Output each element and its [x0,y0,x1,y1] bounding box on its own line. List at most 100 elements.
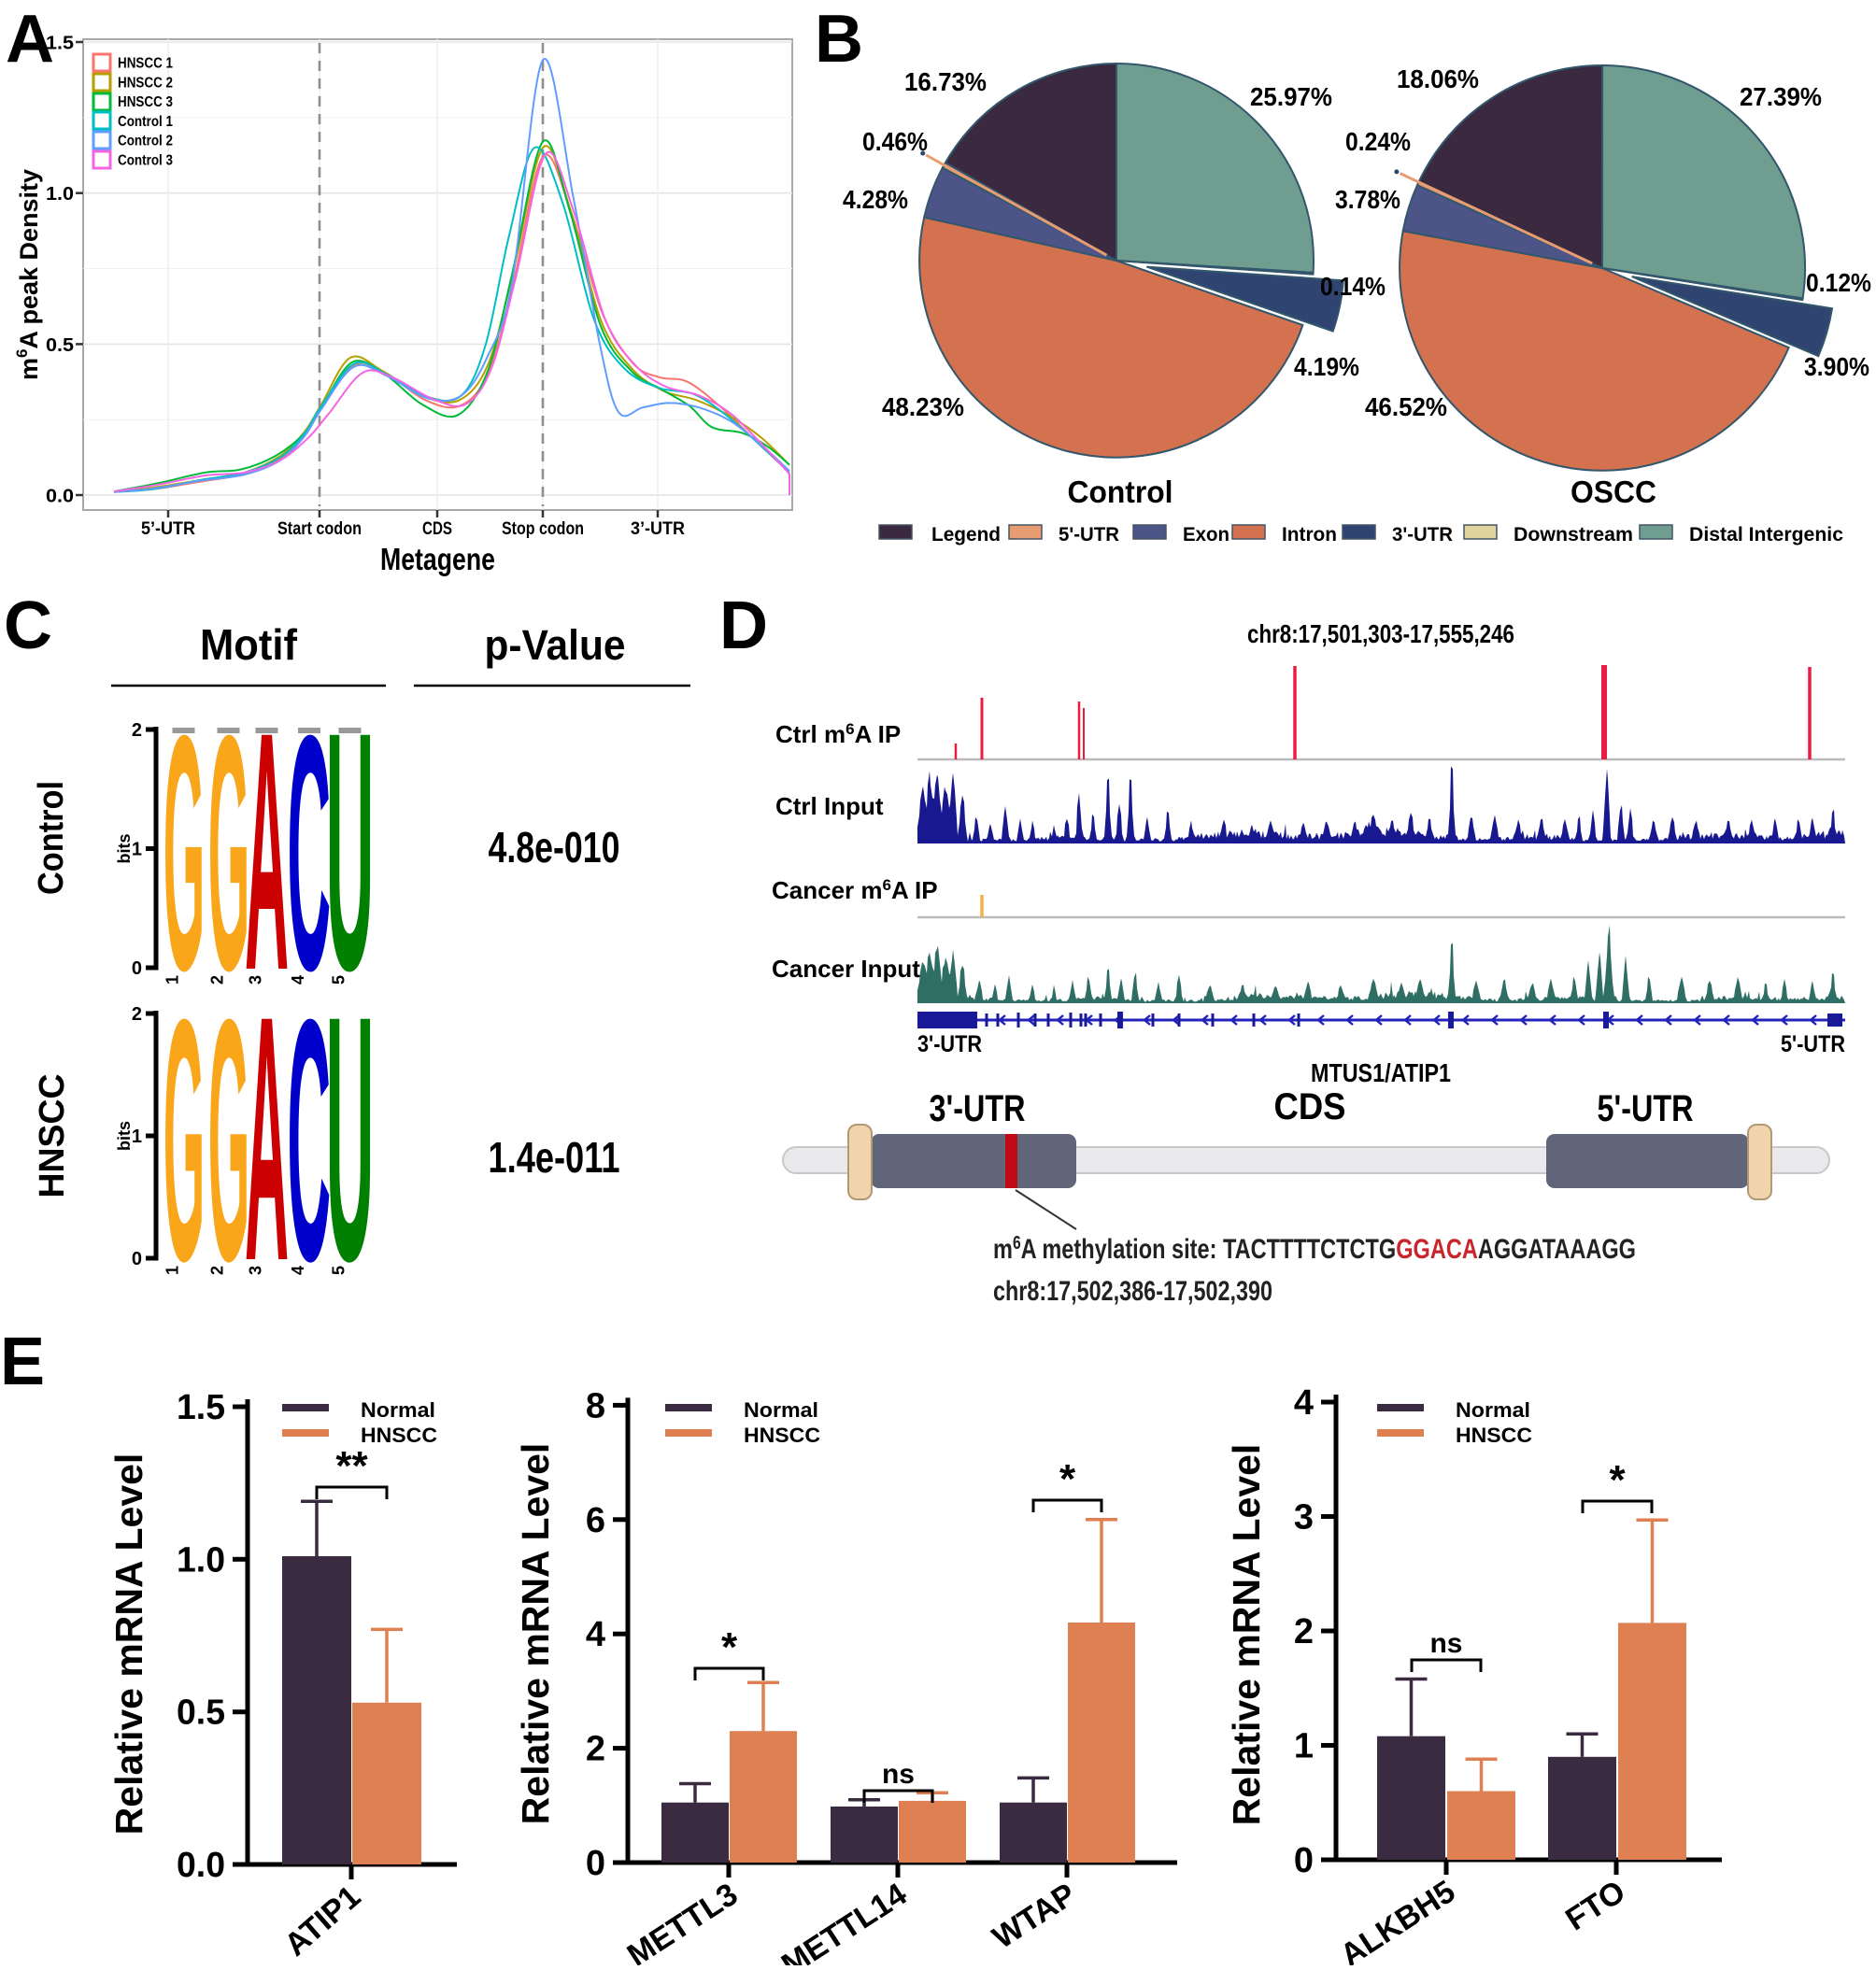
svg-text:chr8:17,502,386-17,502,390: chr8:17,502,386-17,502,390 [993,1276,1272,1307]
svg-text:Legend: Legend [931,524,1001,546]
svg-text:MTUS1/ATIP1: MTUS1/ATIP1 [1311,1058,1451,1087]
svg-text:2: 2 [586,1730,605,1769]
svg-text:5'-UTR: 5'-UTR [1598,1088,1694,1129]
svg-text:METTL14: METTL14 [775,1877,914,1965]
svg-text:1: 1 [132,1127,142,1147]
svg-text:Metagene: Metagene [380,542,495,576]
svg-text:Control 3: Control 3 [118,153,173,169]
svg-text:HNSCC: HNSCC [33,1074,72,1198]
svg-text:0.5: 0.5 [177,1694,225,1733]
svg-text:46.52%: 46.52% [1365,392,1447,421]
svg-text:5’-UTR: 5’-UTR [141,519,195,539]
svg-text:6: 6 [586,1501,605,1540]
svg-text:0.0: 0.0 [46,487,74,507]
svg-text:Ctrl Input: Ctrl Input [775,792,884,820]
svg-text:3.78%: 3.78% [1335,185,1400,214]
svg-text:CDS: CDS [1274,1086,1346,1127]
svg-text:1.0: 1.0 [46,184,74,205]
svg-text:A: A [6,2,54,77]
svg-text:1.4e-011: 1.4e-011 [489,1133,620,1182]
svg-text:chr8:17,501,303-17,555,246: chr8:17,501,303-17,555,246 [1247,619,1514,648]
svg-text:Control 2: Control 2 [118,134,173,149]
svg-text:3: 3 [247,1266,265,1275]
svg-text:18.06%: 18.06% [1397,64,1479,93]
svg-text:*: * [721,1624,738,1670]
svg-text:2: 2 [132,720,142,741]
svg-text:OSCC: OSCC [1570,475,1656,509]
svg-text:ATIP1: ATIP1 [277,1878,367,1963]
svg-text:U: U [326,661,375,1042]
svg-text:**: ** [335,1443,368,1489]
svg-text:5'-UTR: 5'-UTR [1781,1031,1845,1057]
svg-text:1: 1 [163,1266,182,1275]
svg-text:HNSCC: HNSCC [744,1424,820,1447]
svg-text:0.24%: 0.24% [1345,127,1411,156]
svg-text:U: U [326,943,375,1334]
svg-text:Start codon: Start codon [277,519,362,539]
svg-text:Control: Control [32,781,71,895]
svg-text:4: 4 [586,1615,605,1654]
svg-text:Normal: Normal [1456,1398,1530,1422]
svg-text:0: 0 [586,1844,605,1883]
svg-text:Relative mRNA Level: Relative mRNA Level [1225,1444,1268,1826]
svg-text:Exon: Exon [1183,524,1229,546]
svg-text:0.12%: 0.12% [1806,268,1871,297]
svg-text:*: * [1609,1457,1626,1503]
svg-text:HNSCC 1: HNSCC 1 [118,56,173,72]
svg-text:Ctrl m6A IP: Ctrl m6A IP [775,720,901,748]
svg-text:bits: bits [115,833,134,863]
svg-text:A: A [245,661,289,1041]
svg-text:METTL3: METTL3 [621,1877,745,1965]
svg-text:2: 2 [208,1266,227,1275]
svg-text:3: 3 [1294,1498,1314,1538]
svg-text:3'-UTR: 3'-UTR [1392,524,1453,546]
svg-text:Cancer Input: Cancer Input [772,955,920,983]
svg-text:3’-UTR: 3’-UTR [631,519,685,539]
svg-text:Control 1: Control 1 [118,114,173,130]
svg-text:2: 2 [1294,1612,1314,1651]
svg-text:4.28%: 4.28% [843,185,908,214]
svg-text:Distal Intergenic: Distal Intergenic [1689,524,1843,546]
svg-text:5: 5 [330,975,348,985]
svg-text:3'-UTR: 3'-UTR [930,1088,1026,1129]
svg-text:B: B [815,2,863,77]
svg-text:1: 1 [1294,1727,1314,1766]
svg-text:0: 0 [132,958,142,979]
svg-text:HNSCC 2: HNSCC 2 [118,75,173,91]
svg-text:Relative mRNA Level: Relative mRNA Level [107,1453,150,1835]
svg-text:27.39%: 27.39% [1740,82,1822,111]
svg-text:ns: ns [882,1759,915,1790]
svg-text:0: 0 [1294,1841,1314,1880]
svg-text:Cancer m6A IP: Cancer m6A IP [772,876,938,904]
svg-text:16.73%: 16.73% [904,67,987,96]
svg-text:0.14%: 0.14% [1320,272,1386,301]
svg-text:m6A methylation site: TACTTTTC: m6A methylation site: TACTTTTCTCTGGGACAA… [993,1233,1636,1265]
svg-text:bits: bits [115,1121,134,1151]
svg-text:8: 8 [586,1386,605,1425]
svg-text:48.23%: 48.23% [882,392,964,421]
svg-text:1.5: 1.5 [177,1388,225,1427]
svg-text:4: 4 [289,1266,307,1275]
svg-text:1: 1 [163,975,182,985]
svg-text:2: 2 [132,1004,142,1025]
svg-text:WTAP: WTAP [987,1877,1083,1956]
svg-text:4: 4 [1294,1383,1314,1423]
svg-text:0: 0 [132,1249,142,1269]
svg-text:3: 3 [247,975,265,985]
svg-text:HNSCC: HNSCC [361,1424,437,1447]
svg-text:4.19%: 4.19% [1294,352,1359,381]
svg-text:Control: Control [1068,475,1173,509]
svg-text:D: D [719,588,768,663]
svg-text:1.0: 1.0 [177,1540,225,1580]
svg-text:2: 2 [208,975,227,985]
svg-text:p-Value: p-Value [485,621,626,669]
svg-text:0.5: 0.5 [46,335,74,356]
svg-text:Downstream: Downstream [1514,524,1633,546]
svg-text:0.0: 0.0 [177,1846,225,1885]
svg-text:HNSCC 3: HNSCC 3 [118,94,173,110]
svg-text:A: A [245,942,289,1333]
svg-text:ns: ns [1429,1628,1462,1659]
svg-text:3.90%: 3.90% [1804,352,1869,381]
svg-text:G: G [163,947,206,1332]
svg-text:4.8e-010: 4.8e-010 [489,823,620,872]
